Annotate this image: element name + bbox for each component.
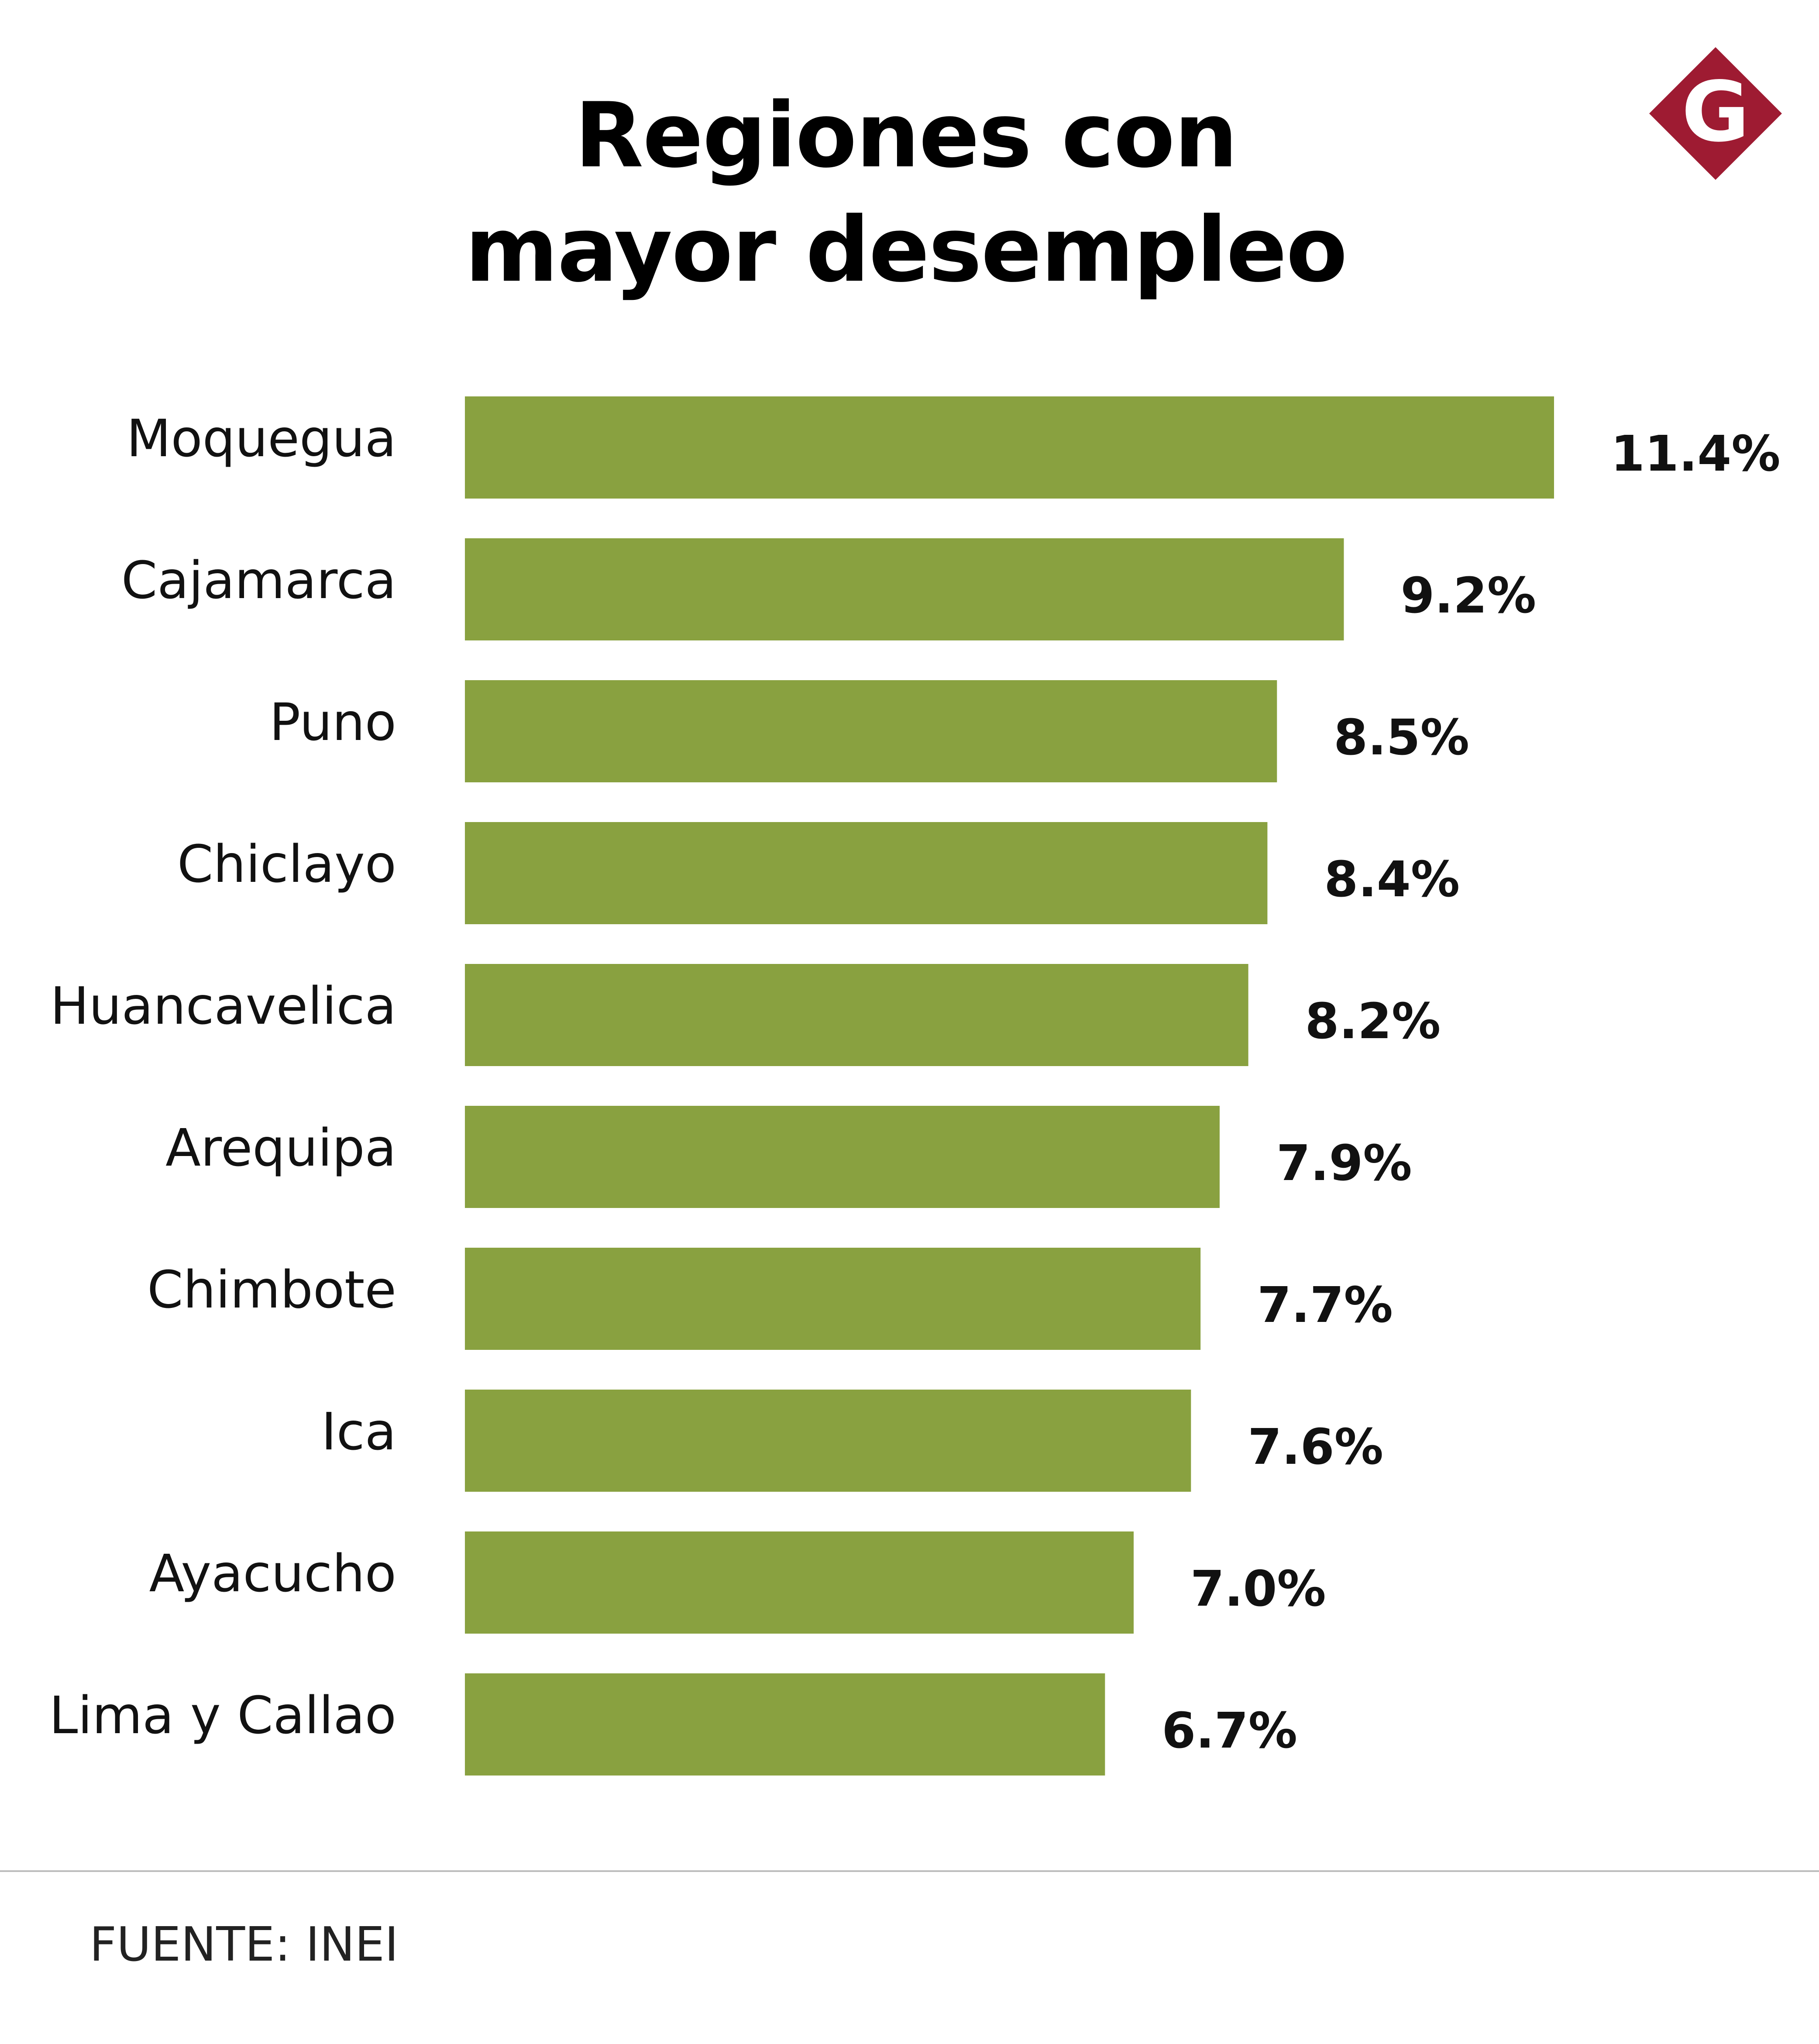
bar [465, 1673, 1105, 1776]
bar [465, 1106, 1220, 1208]
bar [465, 396, 1554, 499]
value-label: 7.0% [1190, 1561, 1326, 1617]
footer-divider [0, 1870, 1819, 1872]
bar [465, 964, 1248, 1066]
value-label: 8.2% [1305, 993, 1441, 1050]
bar-group: Lima y Callao 6.7% [49, 1673, 1297, 1776]
brand-logo: G [1649, 47, 1782, 180]
value-label: 8.5% [1334, 709, 1469, 766]
value-label: 9.2% [1401, 568, 1537, 624]
chart-title: Regiones con mayor desempleo [306, 79, 1506, 307]
category-label: Cajamarca [121, 550, 396, 610]
category-label: Moquegua [127, 408, 396, 468]
category-label: Ica [321, 1401, 396, 1462]
bar [465, 822, 1268, 924]
bar-group: Ica 7.6% [321, 1390, 1383, 1492]
category-label: Huancavelica [50, 976, 396, 1036]
chart-title-line-1: Regiones con [574, 84, 1238, 188]
bar-chart: Moquegua 11.4% Cajamarca 9.2% Puno 8.5% Chicla… [49, 396, 1781, 1776]
logo-diamond [1649, 47, 1782, 180]
bar [465, 680, 1277, 782]
category-label: Chiclayo [177, 834, 396, 894]
value-label: 7.9% [1276, 1135, 1412, 1192]
bar [465, 1248, 1201, 1350]
bar-group: Moquegua 11.4% [127, 396, 1781, 499]
bar-group: Chiclayo 8.4% [177, 822, 1460, 924]
bar-group: Cajamarca 9.2% [121, 538, 1536, 640]
bar-group: Arequipa 7.9% [165, 1106, 1412, 1208]
bar [465, 538, 1344, 640]
category-label: Puno [269, 692, 396, 752]
chart-title-line-2: mayor desempleo [465, 198, 1348, 302]
bar-group: Huancavelica 8.2% [50, 964, 1441, 1066]
category-label: Ayacucho [149, 1543, 396, 1604]
bar-group: Puno 8.5% [269, 680, 1469, 782]
bar-group: Chimbote 7.7% [147, 1248, 1393, 1350]
category-label: Chimbote [147, 1259, 396, 1320]
source-note: FUENTE: INEI [89, 1917, 399, 1972]
category-label: Arequipa [165, 1118, 396, 1178]
bar [465, 1531, 1134, 1634]
category-label: Lima y Callao [49, 1685, 396, 1745]
bar [465, 1390, 1191, 1492]
value-label: 8.4% [1324, 851, 1460, 908]
value-label: 7.7% [1257, 1277, 1393, 1334]
bar-group: Ayacucho 7.0% [149, 1531, 1326, 1634]
value-label: 11.4% [1611, 426, 1781, 482]
value-label: 6.7% [1162, 1703, 1297, 1759]
value-label: 7.6% [1248, 1419, 1383, 1476]
logo-letter: G [1681, 64, 1750, 160]
